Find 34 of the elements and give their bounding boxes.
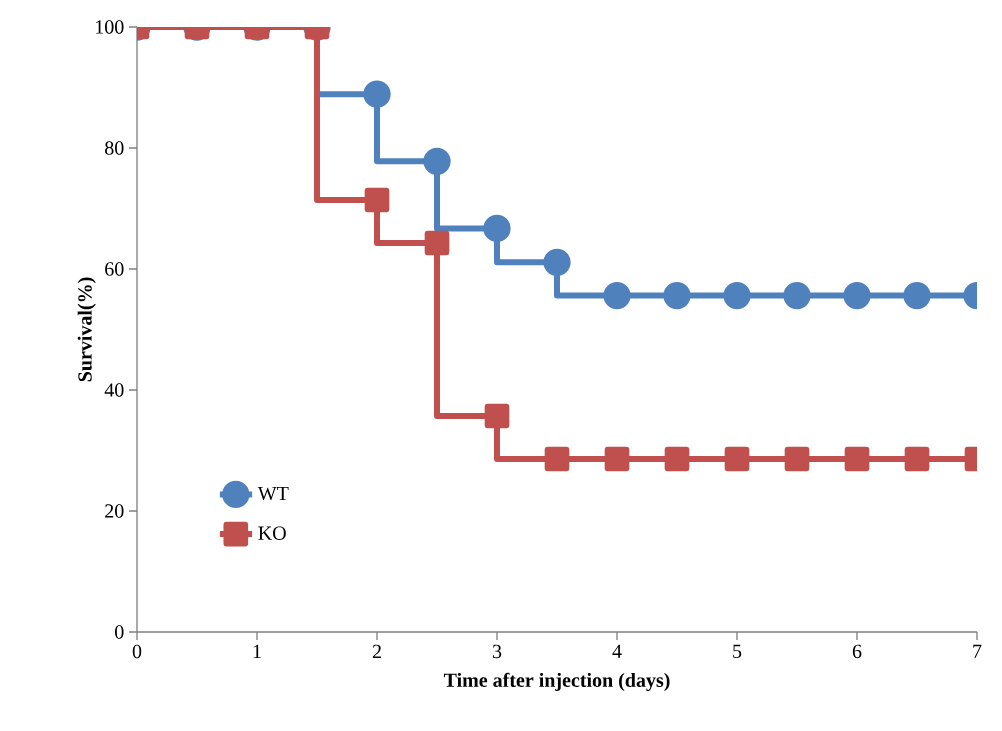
x-tick-label: 3 [492, 644, 502, 659]
point [724, 446, 750, 472]
point [844, 446, 870, 472]
point [544, 446, 570, 472]
x-axis-title: Time after injection (days) [443, 672, 670, 692]
y-tick-label: 80 [105, 141, 124, 155]
point [424, 230, 450, 256]
x-tick-label: 0 [132, 644, 142, 659]
x-tick-label: 6 [852, 644, 862, 659]
point [784, 446, 810, 472]
point [603, 281, 631, 310]
x-tick-label: 7 [973, 644, 982, 658]
point [604, 446, 630, 472]
point [903, 281, 931, 310]
point [484, 403, 510, 429]
x-tick-label: 4 [612, 644, 622, 658]
y-tick-label: 20 [105, 504, 124, 518]
point [904, 446, 930, 472]
point [783, 281, 811, 310]
legend-label: WT [257, 486, 289, 501]
y-axis-title: Survival(%) [77, 277, 96, 382]
point [543, 248, 571, 277]
x-tick-label: 1 [253, 644, 261, 658]
point [664, 446, 690, 472]
x-tick-label: 2 [372, 644, 381, 658]
point [663, 281, 691, 310]
y-tick-label: 60 [105, 262, 124, 276]
y-tick-label: 40 [104, 383, 124, 397]
point [723, 281, 751, 310]
y-tick-label: 100 [96, 20, 124, 34]
legend-label: KO [258, 526, 286, 540]
y-tick-label: 0 [115, 625, 124, 639]
point [843, 281, 871, 310]
x-tick-label: 5 [733, 644, 742, 658]
